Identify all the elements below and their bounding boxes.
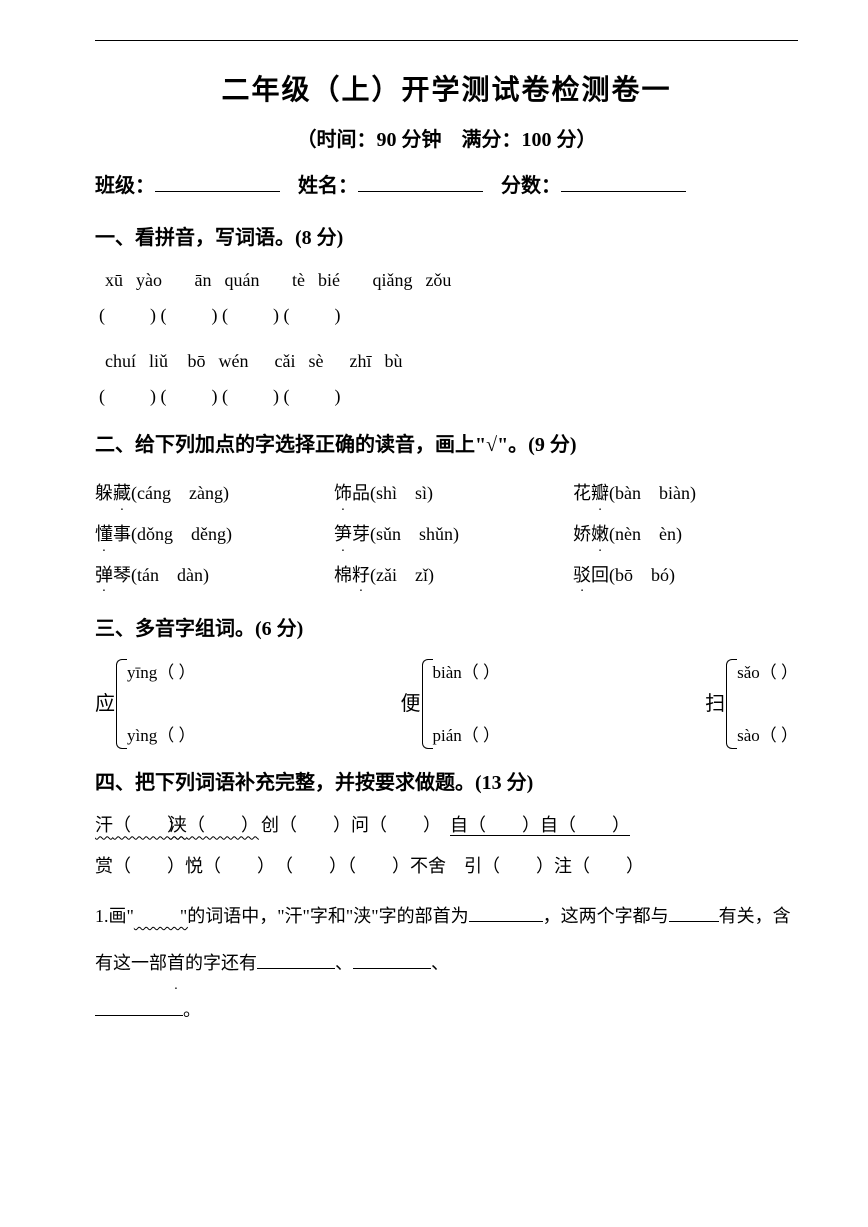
q2-cell[interactable]: 驳回(bō bó) — [573, 555, 798, 596]
score-blank[interactable] — [561, 170, 686, 192]
q1-pinyin-row-1: xū yào ān quán tè bié qiǎng zǒu — [105, 266, 798, 295]
class-field[interactable]: 班级： — [95, 170, 280, 202]
q3-header: 三、多音字组词。(6 分) — [95, 613, 798, 645]
q4-1-e: 的字还有 — [185, 953, 257, 973]
q1-pinyin-row-2: chuí liǔ bō wén cǎi sè zhī bù — [105, 347, 798, 376]
dotted-char: 懂 — [95, 520, 113, 549]
class-blank[interactable] — [155, 170, 280, 192]
q3-reading-top[interactable]: yīng（ ） — [123, 659, 195, 686]
dotted-char: 饰 — [334, 479, 352, 508]
q3-char: 便 — [401, 688, 421, 720]
q3-reading-top[interactable]: sǎo（ ） — [733, 659, 798, 686]
score-field[interactable]: 分数： — [501, 170, 686, 202]
q4-1-h: 。 — [183, 1000, 201, 1020]
dotted-char: 瓣 — [591, 479, 609, 508]
q3-reading-bottom[interactable]: yìng（ ） — [123, 722, 195, 749]
q3-reading-bottom[interactable]: sào（ ） — [733, 722, 798, 749]
q4-1-b: "的词语中，"汗"字和"浃"字的部首为 — [180, 906, 469, 926]
q2-row: 弹琴(tán dàn)棉籽(zǎi zǐ)驳回(bō bó) — [95, 555, 798, 596]
student-info-line: 班级： 姓名： 分数： — [95, 170, 798, 202]
q2-cell[interactable]: 饰品(shì sì) — [334, 473, 573, 514]
q4-line-2[interactable]: 赏（ ）悦（ ） （ ）（ ）不舍 引（ ）注（ ） — [95, 852, 798, 881]
q2-cell[interactable]: 弹琴(tán dàn) — [95, 555, 334, 596]
dotted-char: 藏 — [113, 479, 131, 508]
q4-1-g: 、 — [431, 953, 449, 973]
dotted-char: 笋 — [334, 520, 352, 549]
q1-paren-row-1[interactable]: ( ) ( ) ( ) ( ) — [99, 301, 798, 330]
q3-reading-top[interactable]: biàn（ ） — [429, 659, 501, 686]
q4-header: 四、把下列词语补充完整，并按要求做题。(13 分) — [95, 767, 798, 799]
q3-char: 应 — [95, 688, 115, 720]
score-label: 分数： — [501, 170, 561, 202]
q3-group: 应 yīng（ ） yìng（ ） — [95, 659, 195, 749]
page-subtitle: （时间：90 分钟 满分：100 分） — [95, 124, 798, 156]
q4-line-1[interactable]: 汗（ ）浃（ ） 创（ ）问（ ） 自（ ）自（ ） — [95, 811, 798, 840]
brace: sǎo（ ） sào（ ） — [729, 659, 798, 749]
q3-reading-bottom[interactable]: pián（ ） — [429, 722, 501, 749]
q2-cell[interactable]: 棉籽(zǎi zǐ) — [334, 555, 573, 596]
q2-header: 二、给下列加点的字选择正确的读音，画上"√"。(9 分) — [95, 429, 798, 461]
name-blank[interactable] — [358, 170, 483, 192]
q2-table: 躲藏(cáng zàng)饰品(shì sì)花瓣(bàn biàn)懂事(dǒ… — [95, 473, 798, 595]
dotted-char: 嫩 — [591, 520, 609, 549]
q1-paren-row-2[interactable]: ( ) ( ) ( ) ( ) — [99, 382, 798, 411]
q2-cell[interactable]: 笋芽(sǔn shǔn) — [334, 514, 573, 555]
name-label: 姓名： — [298, 170, 358, 202]
q1-header: 一、看拼音，写词语。(8 分) — [95, 222, 798, 254]
dotted-char: 驳 — [573, 561, 591, 590]
q3-group: 便 biàn（ ） pián（ ） — [401, 659, 501, 749]
q2-cell[interactable]: 躲藏(cáng zàng) — [95, 473, 334, 514]
q3-char: 扫 — [705, 688, 725, 720]
q4-1-dot: 首 — [167, 940, 185, 987]
top-rule — [95, 40, 798, 41]
q3-group: 扫 sǎo（ ） sào（ ） — [705, 659, 798, 749]
brace: yīng（ ） yìng（ ） — [119, 659, 195, 749]
dotted-char: 籽 — [352, 561, 370, 590]
q2-cell[interactable]: 娇嫩(nèn èn) — [573, 514, 798, 555]
dotted-char: 弹 — [95, 561, 113, 590]
class-label: 班级： — [95, 170, 155, 202]
q2-cell[interactable]: 懂事(dǒng děng) — [95, 514, 334, 555]
page-title: 二年级（上）开学测试卷检测卷一 — [95, 69, 798, 114]
q3-wrap: 应 yīng（ ） yìng（ ） 便 biàn（ ） pián（ ） 扫 sǎo（ ） sào… — [95, 659, 798, 749]
q2-cell[interactable]: 花瓣(bàn biàn) — [573, 473, 798, 514]
q4-1-f: 、 — [335, 953, 353, 973]
q4-1-c: ，这两个字都与 — [543, 906, 669, 926]
q4-sub1[interactable]: 1.画" "的词语中，"汗"字和"浃"字的部首为，这两个字都与有关，含有这一部首… — [95, 893, 798, 1033]
q4-1-a: 1.画" — [95, 906, 134, 926]
brace: biàn（ ） pián（ ） — [425, 659, 501, 749]
q2-row: 躲藏(cáng zàng)饰品(shì sì)花瓣(bàn biàn) — [95, 473, 798, 514]
q2-row: 懂事(dǒng děng)笋芽(sǔn shǔn)娇嫩(nèn èn) — [95, 514, 798, 555]
name-field[interactable]: 姓名： — [298, 170, 483, 202]
